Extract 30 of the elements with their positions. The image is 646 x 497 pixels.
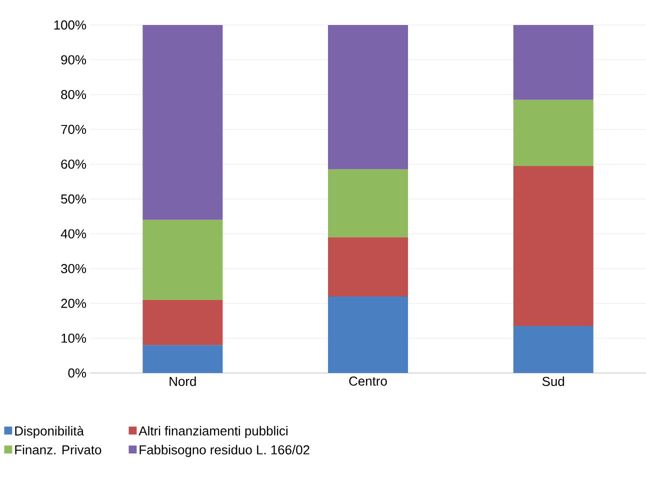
bar [142, 345, 223, 373]
y-tick-label: 70% [61, 124, 86, 134]
y-tick-label: 90% [61, 55, 86, 64]
legend-label: Altri finanziamenti pubblici [138, 426, 288, 438]
legend-label: Disponibilità [15, 426, 84, 438]
y-tick-label: 0% [68, 368, 86, 378]
bar [513, 24, 594, 100]
y-tick-label: 60% [61, 160, 86, 169]
y-tick-label: 40% [60, 229, 86, 238]
x-tick-label: Nord [170, 376, 196, 386]
y-tick-label: 50% [61, 194, 86, 204]
y-tick-label: 100% [54, 20, 86, 30]
x-tick-label: Centro [349, 376, 387, 386]
bar [513, 166, 594, 326]
bar [513, 326, 594, 373]
legend-label: Fabbisogno residuo L. 166/02 [140, 444, 310, 457]
bar [142, 24, 223, 220]
bar [142, 300, 223, 346]
bar [142, 220, 223, 300]
bar [328, 169, 408, 238]
bar [328, 237, 408, 296]
x-tick-label: Sud [542, 376, 564, 386]
bar [328, 296, 408, 373]
legend-label: Finanz. Privato [15, 444, 102, 454]
bar [328, 24, 408, 170]
y-tick-label: 80% [61, 90, 86, 100]
y-tick-label: 20% [61, 298, 86, 308]
y-tick-label: 10% [62, 334, 86, 343]
bar [513, 100, 594, 166]
y-tick-label: 30% [61, 264, 86, 274]
